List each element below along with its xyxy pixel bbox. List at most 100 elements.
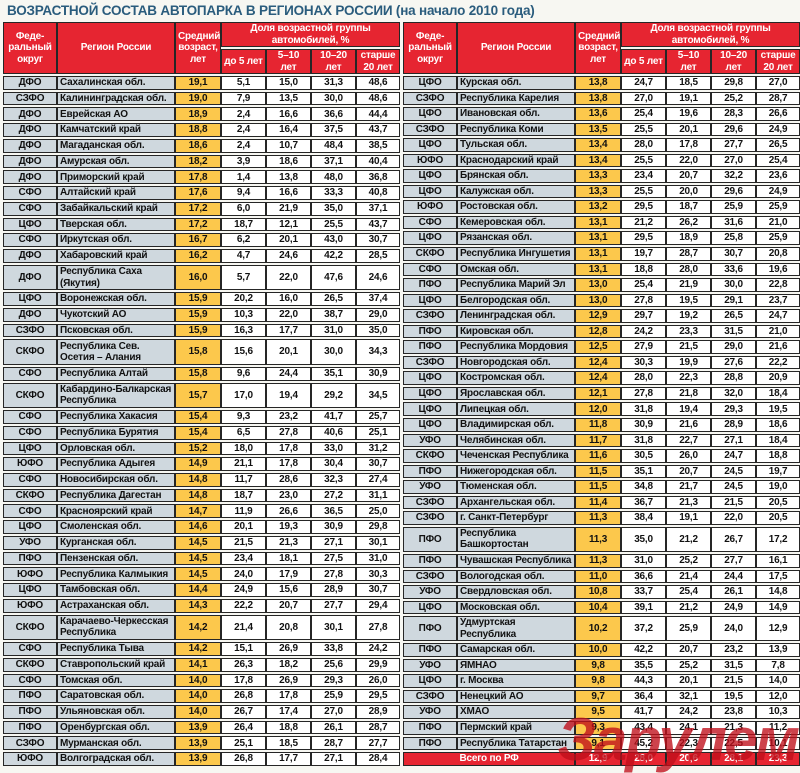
okrug-cell: ПФО: [403, 340, 458, 354]
okrug-cell: ПФО: [403, 720, 458, 735]
avg-age-cell: 16,2: [175, 249, 221, 263]
share-10-20-cell: 43,0: [311, 233, 356, 248]
region-cell: Чеченская Республика: [457, 449, 576, 463]
region-cell: Костромская обл.: [457, 371, 576, 385]
share-5-10-cell: 23,3: [666, 324, 712, 339]
share-under5-cell: 7,9: [221, 91, 266, 106]
avg-age-cell: 14,2: [175, 642, 221, 656]
share-under5-cell: 21,1: [221, 457, 266, 471]
share-under5-cell: 4,7: [221, 249, 266, 263]
share-5-10-cell: 13,5: [266, 91, 311, 106]
share-10-20-cell: 25,8: [711, 231, 757, 246]
share-over20-cell: 11,2: [756, 720, 800, 735]
table-row: СКФО Кабардино-Балкарская Республика 15,7 1…: [3, 382, 401, 409]
region-cell: Хабаровский край: [57, 249, 175, 263]
table-row: ДФО Республика Саха (Якутия) 16,0 5,7 22,0 47…: [3, 264, 401, 291]
table-row: СФО Республика Алтай 15,8 9,6 24,4 35,1 30,9: [3, 366, 401, 381]
okrug-cell: ПФО: [403, 278, 458, 292]
share-10-20-cell: 29,2: [311, 382, 356, 409]
avg-age-cell: 9,8: [575, 658, 622, 673]
share-over20-cell: 34,5: [356, 382, 401, 409]
share-10-20-cell: 24,4: [711, 569, 757, 584]
share-under5-cell: 35,1: [621, 464, 667, 479]
share-5-10-cell: 27,8: [266, 425, 311, 440]
okrug-cell: СКФО: [3, 657, 57, 672]
okrug-cell: ЦФО: [403, 76, 458, 90]
regions-table-left: Феде- ральный округ Регион России Средни…: [3, 20, 401, 768]
avg-age-cell: 11,5: [575, 464, 622, 479]
okrug-cell: ЦФО: [403, 184, 458, 199]
share-10-20-cell: 27,0: [711, 153, 757, 168]
avg-age-cell: 15,4: [175, 410, 221, 424]
okrug-cell: СКФО: [3, 339, 57, 365]
col-header-5-10: 5–10 лет: [266, 49, 311, 74]
okrug-cell: УФО: [403, 480, 458, 494]
avg-age-cell: 15,8: [175, 339, 221, 365]
share-over20-cell: 29,4: [356, 598, 401, 613]
col-header-share-group: Доля возрастной группы автомобилей, %: [221, 22, 401, 47]
share-5-10-cell: 19,1: [666, 91, 712, 106]
share-5-10-cell: 18,9: [666, 231, 712, 246]
share-under5-cell: 18,7: [221, 217, 266, 232]
share-over20-cell: 24,2: [356, 642, 401, 656]
avg-age-cell: 14,0: [175, 673, 221, 688]
avg-age-cell: 14,9: [175, 457, 221, 471]
avg-age-cell: 14,8: [175, 488, 221, 503]
share-10-20-cell: 25,5: [311, 217, 356, 232]
share-5-10-cell: 18,5: [266, 736, 311, 751]
table-row: ЦФО Орловская обл. 15,2 18,0 17,8 33,0 31,2: [3, 441, 401, 456]
region-cell: Курганская обл.: [57, 535, 175, 550]
okrug-cell: ПФО: [403, 616, 458, 642]
share-10-20-cell: 30,4: [311, 457, 356, 471]
share-over20-cell: 19,5: [756, 402, 800, 417]
share-5-10-cell: 19,6: [666, 107, 712, 121]
okrug-cell: СЗФО: [403, 569, 458, 584]
share-over20-cell: 44,4: [356, 107, 401, 122]
share-5-10-cell: 23,2: [266, 410, 311, 424]
share-5-10-cell: 28,6: [266, 473, 311, 487]
table-row: СФО Новосибирская обл. 14,8 11,7 28,6 32,3 27,…: [3, 473, 401, 487]
region-cell: Ростовская обл.: [457, 200, 576, 214]
share-5-10-cell: 26,2: [666, 215, 712, 230]
region-cell: Ленинградская обл.: [457, 309, 576, 323]
okrug-cell: СЗФО: [403, 309, 458, 323]
region-cell: Воронежская обл.: [57, 292, 175, 306]
share-5-10-cell: 21,9: [266, 201, 311, 216]
avg-age-cell: 19,0: [175, 91, 221, 106]
share-over20-cell: 18,4: [756, 433, 800, 448]
share-10-20-cell: 30,0: [311, 91, 356, 106]
share-under5-cell: 23,4: [621, 169, 667, 183]
share-under5-cell: 44,3: [621, 674, 667, 688]
avg-age-cell: 10,0: [575, 643, 622, 657]
region-cell: Ульяновская обл.: [57, 704, 175, 719]
share-10-20-cell: 29,8: [711, 76, 757, 90]
table-row: УФО Свердловская обл. 10,8 33,7 25,4 26,1 14,8: [403, 585, 800, 599]
share-over20-cell: 31,2: [356, 441, 401, 456]
okrug-cell: СФО: [3, 504, 57, 519]
share-5-10-cell: 32,1: [666, 689, 712, 704]
share-under5-cell: 26,8: [221, 689, 266, 703]
avg-age-cell: 14,7: [175, 504, 221, 519]
share-under5-cell: 27,8: [621, 293, 667, 308]
okrug-cell: СФО: [3, 186, 57, 200]
share-10-20-cell: 29,6: [711, 184, 757, 199]
share-5-10-cell: 20,1: [666, 674, 712, 688]
avg-age-cell: 13,4: [575, 153, 622, 168]
share-10-20-cell: 24,7: [711, 449, 757, 463]
okrug-cell: СЗФО: [403, 689, 458, 704]
region-cell: Чукотский АО: [57, 307, 175, 322]
region-cell: Ивановская обл.: [457, 107, 576, 121]
okrug-cell: ЦФО: [403, 386, 458, 401]
share-10-20-cell: 26,5: [711, 309, 757, 323]
avg-age-cell: 12,5: [575, 340, 622, 354]
share-10-20-cell: 29,6: [711, 122, 757, 137]
share-over20-cell: 25,4: [756, 153, 800, 168]
avg-age-cell: 13,3: [575, 184, 622, 199]
region-cell: Пензенская обл.: [57, 551, 175, 566]
region-cell: Республика Татарстан: [457, 736, 576, 751]
share-over20-cell: 31,1: [356, 488, 401, 503]
share-10-20-cell: 37,1: [311, 154, 356, 169]
share-10-20-cell: 38,7: [311, 307, 356, 322]
share-over20-cell: 30,7: [356, 233, 401, 248]
share-5-10-cell: 19,4: [666, 402, 712, 417]
